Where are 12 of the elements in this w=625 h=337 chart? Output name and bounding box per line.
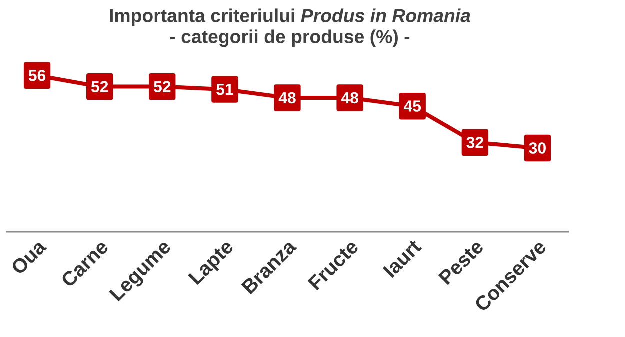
data-label: 48 <box>341 92 358 104</box>
data-label: 52 <box>154 81 171 92</box>
data-label: 51 <box>216 84 234 96</box>
data-label: 30 <box>529 142 546 154</box>
data-label: 56 <box>28 70 46 82</box>
data-label: 32 <box>466 136 484 148</box>
data-label: 52 <box>91 81 108 92</box>
data-label: 45 <box>404 100 422 112</box>
data-label: 48 <box>278 92 296 104</box>
chart-subtitle: - categorii de produse (%) - <box>170 30 410 48</box>
chart-title: Importanta criteriului Produs in Romania <box>110 8 470 26</box>
x-tick-label: Oua <box>12 243 48 273</box>
